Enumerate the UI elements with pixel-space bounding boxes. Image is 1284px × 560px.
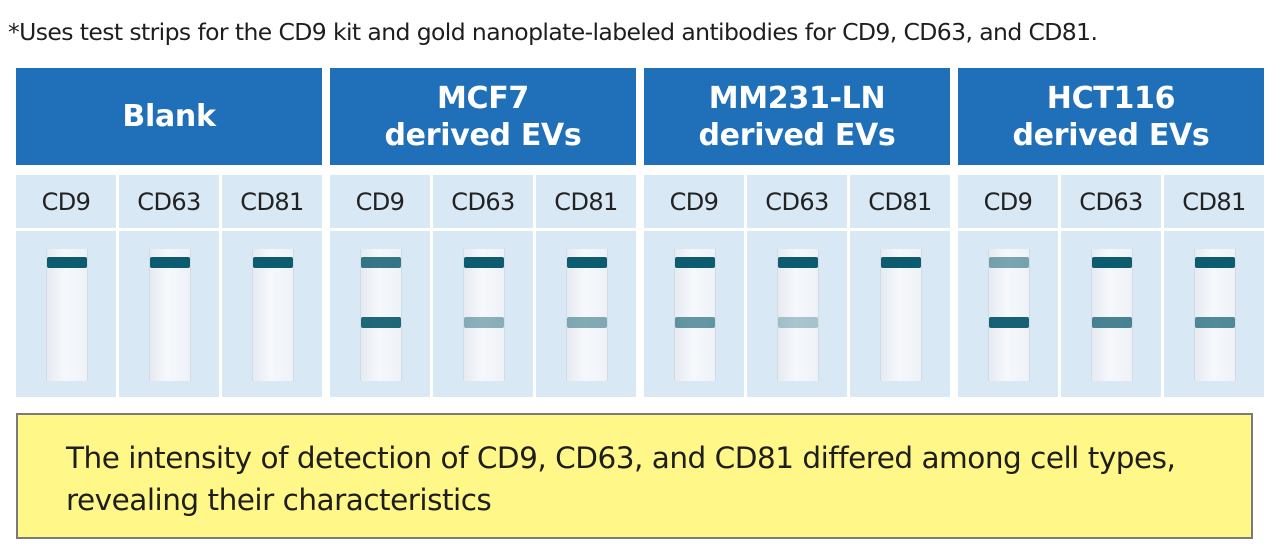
test-strip xyxy=(149,249,191,381)
control-line xyxy=(881,257,921,268)
control-line xyxy=(47,257,87,268)
strip-cell xyxy=(330,231,430,397)
marker-label: CD9 xyxy=(16,175,116,228)
control-line xyxy=(567,257,607,268)
strip-cell xyxy=(16,231,116,397)
group-header-line: MM231-LN xyxy=(708,80,886,116)
strip-cell xyxy=(1164,231,1264,397)
strip-cell xyxy=(536,231,636,397)
strip-cell xyxy=(433,231,533,397)
control-line xyxy=(675,257,715,268)
test-strip xyxy=(46,249,88,381)
summary-line-1: The intensity of detection of CD9, CD63,… xyxy=(66,441,1176,475)
summary-box: The intensity of detection of CD9, CD63,… xyxy=(16,413,1253,539)
strip-cell xyxy=(119,231,219,397)
group-header-1: Blank xyxy=(16,68,322,165)
strip-cell xyxy=(1061,231,1161,397)
control-line xyxy=(464,257,504,268)
marker-label: CD81 xyxy=(850,175,950,228)
test-strip xyxy=(463,249,505,381)
control-line xyxy=(361,257,401,268)
marker-label: CD81 xyxy=(536,175,636,228)
summary-text: The intensity of detection of CD9, CD63,… xyxy=(66,437,1231,521)
test-strip xyxy=(1091,249,1133,381)
test-line xyxy=(675,317,715,328)
group-header-row: Blank MCF7 derived EVs MM231-LN derived EVs H… xyxy=(16,68,1264,165)
control-line xyxy=(150,257,190,268)
test-strip xyxy=(674,249,716,381)
marker-label: CD9 xyxy=(644,175,744,228)
strip-cell xyxy=(222,231,322,397)
strip-cell xyxy=(644,231,744,397)
strip-grid: CD9 CD63 CD81 CD9 CD63 CD81 CD9 CD63 CD81 CD9 CD63… xyxy=(16,175,1264,397)
test-strip xyxy=(777,249,819,381)
test-line xyxy=(989,317,1029,328)
strip-cell xyxy=(747,231,847,397)
control-line xyxy=(778,257,818,268)
test-strip xyxy=(566,249,608,381)
test-line xyxy=(567,317,607,328)
marker-label: CD81 xyxy=(1164,175,1264,228)
group-header-3: MM231-LN derived EVs xyxy=(644,68,950,165)
control-line xyxy=(989,257,1029,268)
marker-label: CD9 xyxy=(330,175,430,228)
marker-label: CD63 xyxy=(433,175,533,228)
test-line xyxy=(361,317,401,328)
test-strip xyxy=(252,249,294,381)
marker-label: CD81 xyxy=(222,175,322,228)
strip-cell xyxy=(850,231,950,397)
marker-label: CD63 xyxy=(119,175,219,228)
test-strip xyxy=(988,249,1030,381)
summary-line-2: revealing their characteristics xyxy=(66,483,492,517)
control-line xyxy=(1092,257,1132,268)
strip-cell xyxy=(958,231,1058,397)
test-line xyxy=(1092,317,1132,328)
test-line xyxy=(778,317,818,328)
marker-label: CD63 xyxy=(747,175,847,228)
group-header-4: HCT116 derived EVs xyxy=(958,68,1264,165)
test-line xyxy=(1195,317,1235,328)
test-strip xyxy=(1194,249,1236,381)
marker-label: CD63 xyxy=(1061,175,1161,228)
group-header-line: derived EVs xyxy=(384,117,582,153)
test-strip xyxy=(360,249,402,381)
footnote: *Uses test strips for the CD9 kit and go… xyxy=(8,18,1098,46)
test-line xyxy=(464,317,504,328)
group-header-line: HCT116 xyxy=(1046,80,1176,116)
control-line xyxy=(1195,257,1235,268)
group-header-line: derived EVs xyxy=(698,117,896,153)
marker-label: CD9 xyxy=(958,175,1058,228)
control-line xyxy=(253,257,293,268)
group-header-line: MCF7 xyxy=(436,80,530,116)
group-header-line: Blank xyxy=(122,99,216,134)
group-header-2: MCF7 derived EVs xyxy=(330,68,636,165)
group-header-line: derived EVs xyxy=(1012,117,1210,153)
test-strip xyxy=(880,249,922,381)
